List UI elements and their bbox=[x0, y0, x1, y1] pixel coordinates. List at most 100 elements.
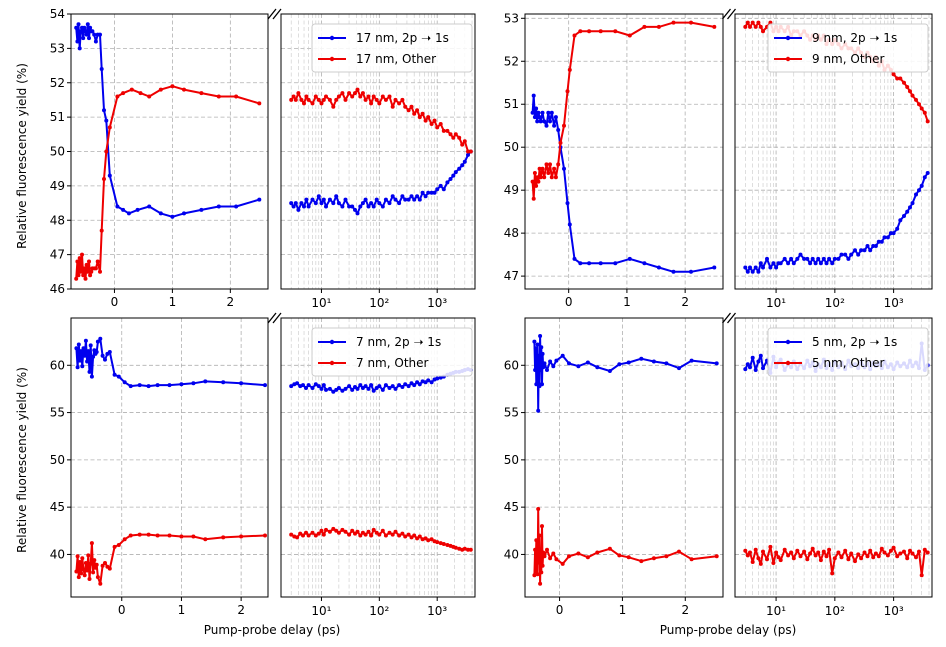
axis-break-marker bbox=[721, 312, 737, 324]
data-point bbox=[871, 555, 876, 560]
data-point bbox=[914, 555, 918, 560]
data-point bbox=[925, 119, 930, 124]
data-point bbox=[786, 553, 791, 558]
x-tick-label: 1 bbox=[619, 603, 627, 617]
data-point bbox=[298, 531, 303, 536]
data-point bbox=[895, 226, 900, 231]
data-point bbox=[598, 261, 603, 266]
data-point bbox=[146, 384, 151, 389]
data-point bbox=[541, 550, 546, 555]
data-point bbox=[627, 256, 632, 261]
data-point bbox=[905, 85, 910, 89]
data-point bbox=[369, 383, 374, 388]
data-point bbox=[406, 197, 411, 202]
data-point bbox=[536, 560, 541, 564]
data-point bbox=[776, 555, 781, 560]
data-point bbox=[334, 194, 339, 199]
data-point bbox=[363, 97, 368, 102]
data-point bbox=[138, 91, 143, 96]
data-point bbox=[353, 91, 357, 96]
data-point bbox=[93, 39, 98, 44]
data-point bbox=[538, 175, 543, 180]
data-point bbox=[75, 39, 80, 44]
data-point bbox=[642, 24, 647, 29]
series-red bbox=[532, 507, 930, 586]
data-point bbox=[429, 122, 434, 126]
data-point bbox=[366, 204, 371, 209]
data-point bbox=[534, 538, 539, 543]
data-point bbox=[336, 386, 341, 390]
data-point bbox=[417, 197, 422, 202]
data-point bbox=[403, 534, 408, 539]
data-point bbox=[316, 384, 321, 389]
series-line-linear bbox=[75, 337, 266, 388]
legend-label: 9 nm, Other bbox=[812, 52, 885, 66]
data-point bbox=[882, 550, 887, 555]
data-point bbox=[321, 383, 326, 388]
data-point bbox=[462, 139, 467, 144]
data-point bbox=[263, 533, 267, 538]
data-point bbox=[89, 269, 94, 274]
data-point bbox=[302, 204, 306, 209]
data-point bbox=[88, 25, 93, 30]
data-point bbox=[170, 84, 175, 89]
data-point bbox=[786, 261, 791, 266]
data-point bbox=[80, 252, 84, 257]
data-point bbox=[75, 259, 80, 264]
data-point bbox=[556, 162, 561, 167]
legend-label: 17 nm, Other bbox=[356, 52, 436, 66]
data-point bbox=[299, 97, 304, 102]
data-point bbox=[358, 383, 363, 388]
data-point bbox=[891, 231, 896, 236]
x-tick-label: 0 bbox=[118, 603, 126, 617]
data-point bbox=[301, 383, 305, 388]
data-point bbox=[813, 261, 818, 266]
data-point bbox=[380, 387, 385, 392]
data-point bbox=[441, 187, 446, 192]
data-point bbox=[319, 386, 324, 391]
data-point bbox=[400, 531, 405, 536]
series-line-linear bbox=[531, 94, 715, 273]
data-point bbox=[203, 379, 208, 384]
data-point bbox=[816, 550, 821, 555]
data-point bbox=[538, 119, 543, 124]
axes-frame-linear bbox=[524, 13, 724, 290]
data-point bbox=[789, 550, 794, 555]
data-point bbox=[239, 381, 244, 386]
legend-swatch-marker bbox=[329, 339, 335, 345]
data-point bbox=[234, 94, 239, 99]
data-point bbox=[306, 383, 311, 388]
x-tick-label: 10³ bbox=[884, 604, 904, 618]
data-point bbox=[617, 553, 622, 558]
data-point bbox=[137, 532, 142, 537]
data-point bbox=[810, 256, 815, 261]
data-point bbox=[821, 256, 826, 261]
data-point bbox=[565, 89, 570, 94]
data-point bbox=[626, 360, 631, 365]
data-point bbox=[782, 547, 787, 552]
data-point bbox=[369, 201, 374, 206]
series-line-log bbox=[744, 545, 929, 577]
data-point bbox=[813, 553, 818, 558]
series-line-linear bbox=[531, 21, 715, 200]
legend-swatch-marker bbox=[329, 35, 335, 41]
data-point bbox=[100, 563, 105, 568]
data-point bbox=[560, 561, 565, 566]
data-point bbox=[191, 534, 196, 539]
data-point bbox=[432, 118, 437, 123]
x-tick-label: 2 bbox=[681, 603, 689, 617]
data-point bbox=[689, 358, 694, 363]
data-point bbox=[468, 547, 473, 552]
data-point bbox=[331, 104, 336, 109]
data-point bbox=[546, 171, 551, 175]
legend-swatch-marker bbox=[785, 339, 791, 345]
data-point bbox=[89, 541, 94, 546]
data-point bbox=[393, 97, 398, 102]
data-point bbox=[347, 384, 352, 389]
axis-break-stroke bbox=[726, 312, 737, 324]
data-point bbox=[78, 560, 82, 564]
data-point bbox=[79, 349, 84, 354]
y-tick-label: 51 bbox=[504, 97, 519, 111]
data-point bbox=[420, 379, 425, 384]
data-point bbox=[182, 87, 186, 92]
